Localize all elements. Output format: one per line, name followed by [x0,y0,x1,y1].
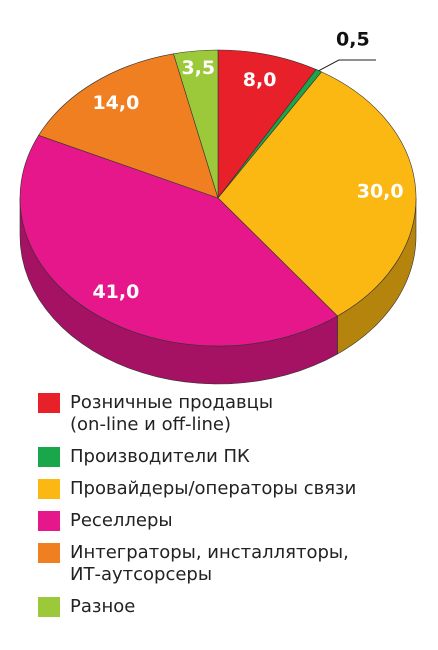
legend-label: Разное [70,596,136,617]
slice [19,134,338,347]
legend-item: Разное [38,596,433,618]
legend-item: Провайдеры/операторы связи [38,478,433,500]
legend-label: Производители ПК [70,446,250,467]
legend: Розничные продавцы (on-line и off-line) П… [38,392,433,628]
legend-swatch [38,543,60,563]
leader-line [318,59,376,72]
legend-swatch [38,447,60,467]
data-label: 0,5 [336,29,370,51]
data-label: 14,0 [92,92,139,114]
slice [173,49,219,199]
slice [217,49,317,199]
slice [217,71,417,317]
legend-label: Реселлеры [70,510,173,531]
pie-chart: 8,0 0,5 30,0 41,0 14,0 3,5 [19,29,417,385]
legend-swatch [38,597,60,617]
data-label: 30,0 [357,181,404,203]
legend-item: Интеграторы, инсталляторы, ИТ-аутсорсеры [38,542,433,586]
legend-item: Розничные продавцы (on-line и off-line) [38,392,433,436]
legend-item: Реселлеры [38,510,433,532]
slice [38,53,219,199]
legend-item: Производители ПК [38,446,433,468]
legend-swatch [38,511,60,531]
legend-label: Провайдеры/операторы связи [70,478,357,499]
legend-swatch [38,479,60,499]
data-label: 3,5 [181,57,215,79]
data-label: 8,0 [243,69,277,91]
legend-label: Розничные продавцы (on-line и off-line) [70,392,274,435]
data-label: 41,0 [92,281,139,303]
legend-label: Интеграторы, инсталляторы, ИТ-аутсорсеры [70,542,349,585]
legend-swatch [38,393,60,413]
